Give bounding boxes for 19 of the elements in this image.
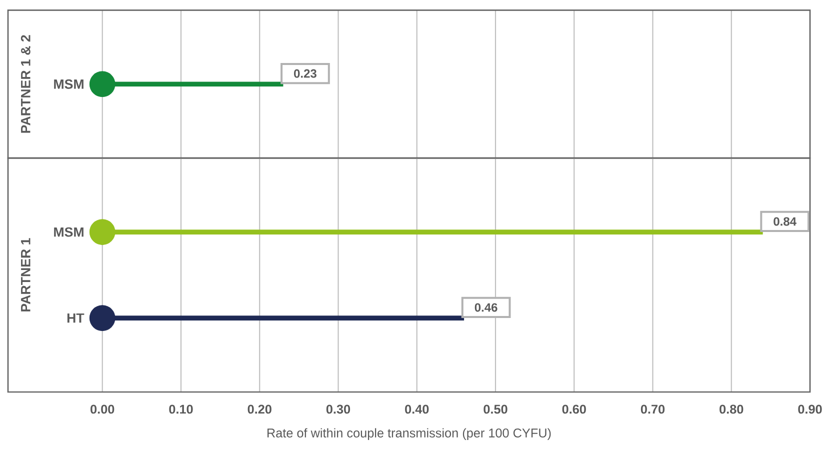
- data-label: 0.23: [294, 69, 316, 78]
- y-tick-label: MSM: [54, 79, 84, 89]
- x-axis-title: Rate of within couple transmission (per 100 CYFU): [267, 428, 551, 440]
- x-tick-label: 0.30: [326, 404, 350, 414]
- x-tick-label: 0.20: [248, 404, 272, 414]
- x-tick-label: 0.80: [720, 404, 744, 414]
- x-tick-label: 0.00: [90, 404, 114, 414]
- data-label: 0.84: [774, 217, 796, 226]
- y-axis-title: PARTNER 1: [21, 238, 30, 312]
- x-tick-label: 0.70: [640, 404, 665, 414]
- x-tick-label: 0.50: [484, 404, 508, 414]
- y-tick-label: MSM: [54, 227, 84, 237]
- x-tick-label: 0.10: [169, 404, 193, 414]
- x-tick-label: 0.40: [405, 404, 429, 414]
- y-tick-label: HT: [67, 313, 84, 323]
- y-axis-title: PARTNER 1 & 2: [20, 35, 30, 133]
- data-label: 0.46: [474, 303, 498, 312]
- x-tick-label: 0.90: [798, 404, 822, 414]
- x-tick-label: 0.60: [562, 404, 586, 414]
